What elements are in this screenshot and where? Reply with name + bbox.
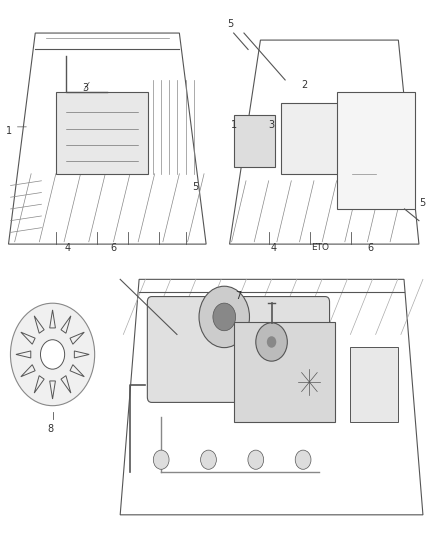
Text: 7: 7 <box>236 291 242 301</box>
Text: 2: 2 <box>301 80 307 90</box>
Bar <box>336 92 415 209</box>
Polygon shape <box>4 21 210 256</box>
Text: 5: 5 <box>227 19 233 29</box>
Text: 6: 6 <box>367 243 373 253</box>
Circle shape <box>295 450 311 470</box>
Circle shape <box>248 450 264 470</box>
Polygon shape <box>114 272 429 522</box>
Text: 1: 1 <box>231 120 237 130</box>
Bar <box>350 347 398 422</box>
Text: 4: 4 <box>65 243 71 253</box>
Bar <box>234 322 335 422</box>
Bar <box>281 103 359 174</box>
Text: 3: 3 <box>268 120 275 130</box>
Text: 5: 5 <box>192 182 198 191</box>
Circle shape <box>11 303 95 406</box>
Circle shape <box>256 323 287 361</box>
Text: 3: 3 <box>82 83 88 93</box>
Circle shape <box>201 450 216 470</box>
Circle shape <box>267 336 276 348</box>
Text: ETO: ETO <box>311 244 329 252</box>
Text: 1: 1 <box>6 126 12 135</box>
Polygon shape <box>223 21 429 256</box>
Bar <box>234 115 275 167</box>
Text: 6: 6 <box>111 243 117 253</box>
Circle shape <box>199 286 250 348</box>
Circle shape <box>213 303 236 331</box>
Text: 8: 8 <box>47 424 53 434</box>
Text: 5: 5 <box>420 198 426 207</box>
Circle shape <box>153 450 169 470</box>
Circle shape <box>40 340 65 369</box>
FancyBboxPatch shape <box>147 296 329 402</box>
Text: 4: 4 <box>271 243 277 253</box>
FancyBboxPatch shape <box>56 92 148 174</box>
